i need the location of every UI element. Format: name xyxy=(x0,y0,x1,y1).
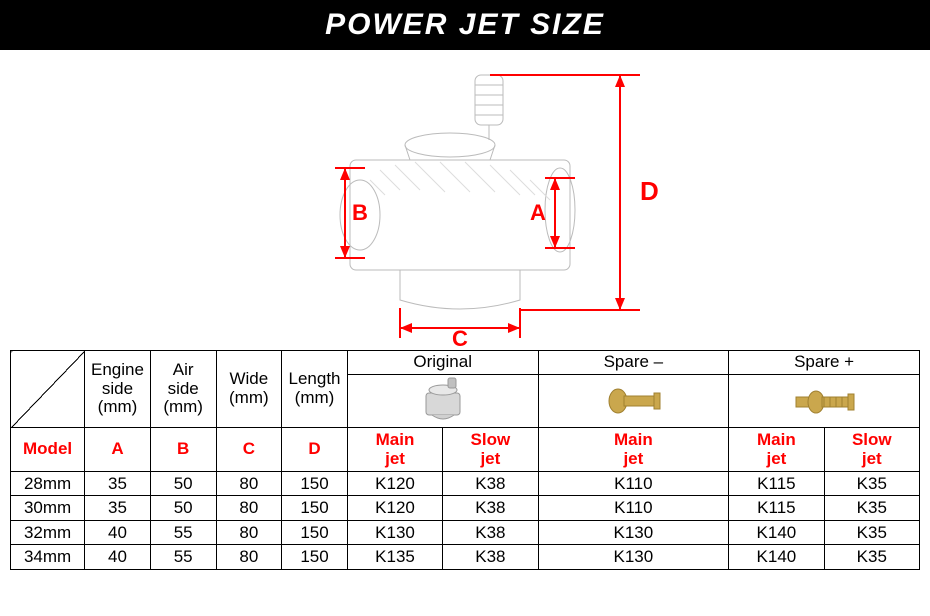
cell: K35 xyxy=(824,545,919,570)
cell: K120 xyxy=(347,471,442,496)
spec-table: Engineside(mm) Airside(mm) Wide(mm) Leng… xyxy=(0,350,930,570)
lbl-orig-main: Mainjet xyxy=(347,427,442,471)
cell: K115 xyxy=(729,471,824,496)
cell: 34mm xyxy=(11,545,85,570)
cell: 150 xyxy=(282,545,348,570)
hdr-air-side: Airside(mm) xyxy=(150,351,216,428)
table-row: 34mm 40 55 80 150 K135 K38 K130 K140 K35 xyxy=(11,545,920,570)
thumb-spare-minus xyxy=(538,374,729,427)
cell: 40 xyxy=(85,520,151,545)
cell: 40 xyxy=(85,545,151,570)
lbl-D: D xyxy=(282,427,348,471)
svg-text:D: D xyxy=(640,176,659,206)
cell: K38 xyxy=(443,545,538,570)
svg-text:A: A xyxy=(530,200,546,225)
thumb-original xyxy=(347,374,538,427)
cell: 35 xyxy=(85,496,151,521)
cell: 50 xyxy=(150,471,216,496)
cell: K38 xyxy=(443,520,538,545)
page-title: POWER JET SIZE xyxy=(0,0,930,50)
cell: 80 xyxy=(216,496,282,521)
cell: K140 xyxy=(729,545,824,570)
lbl-orig-slow: Slowjet xyxy=(443,427,538,471)
hdr-spare-plus: Spare + xyxy=(729,351,920,375)
cell: 55 xyxy=(150,545,216,570)
cell: 150 xyxy=(282,520,348,545)
cell: 30mm xyxy=(11,496,85,521)
cell: 35 xyxy=(85,471,151,496)
cell: 80 xyxy=(216,471,282,496)
lbl-C: C xyxy=(216,427,282,471)
svg-text:B: B xyxy=(352,200,368,225)
cell: K130 xyxy=(347,520,442,545)
lbl-B: B xyxy=(150,427,216,471)
dimension-diagram: D B A C xyxy=(0,50,930,350)
cell: K38 xyxy=(443,471,538,496)
svg-text:C: C xyxy=(452,326,468,350)
cell: K120 xyxy=(347,496,442,521)
lbl-model: Model xyxy=(11,427,85,471)
cell: 32mm xyxy=(11,520,85,545)
hdr-original: Original xyxy=(347,351,538,375)
hdr-engine-side: Engineside(mm) xyxy=(85,351,151,428)
thumb-spare-plus xyxy=(729,374,920,427)
table-row: 30mm 35 50 80 150 K120 K38 K110 K115 K35 xyxy=(11,496,920,521)
hdr-length: Length(mm) xyxy=(282,351,348,428)
cell: 80 xyxy=(216,545,282,570)
lbl-A: A xyxy=(85,427,151,471)
cell: 150 xyxy=(282,496,348,521)
cell: K35 xyxy=(824,496,919,521)
hdr-wide: Wide(mm) xyxy=(216,351,282,428)
cell: 80 xyxy=(216,520,282,545)
cell: K115 xyxy=(729,496,824,521)
table-row: 32mm 40 55 80 150 K130 K38 K130 K140 K35 xyxy=(11,520,920,545)
lbl-spm-main: Mainjet xyxy=(538,427,729,471)
cell: K35 xyxy=(824,520,919,545)
cell: 150 xyxy=(282,471,348,496)
table-row: 28mm 35 50 80 150 K120 K38 K110 K115 K35 xyxy=(11,471,920,496)
cell: K130 xyxy=(538,545,729,570)
cell: K110 xyxy=(538,496,729,521)
cell: K110 xyxy=(538,471,729,496)
cell: K35 xyxy=(824,471,919,496)
diagonal-cell xyxy=(11,351,85,428)
cell: K140 xyxy=(729,520,824,545)
lbl-spp-main: Mainjet xyxy=(729,427,824,471)
cell: 50 xyxy=(150,496,216,521)
hdr-spare-minus: Spare – xyxy=(538,351,729,375)
lbl-spp-slow: Slowjet xyxy=(824,427,919,471)
cell: K130 xyxy=(538,520,729,545)
cell: 28mm xyxy=(11,471,85,496)
cell: 55 xyxy=(150,520,216,545)
cell: K135 xyxy=(347,545,442,570)
cell: K38 xyxy=(443,496,538,521)
